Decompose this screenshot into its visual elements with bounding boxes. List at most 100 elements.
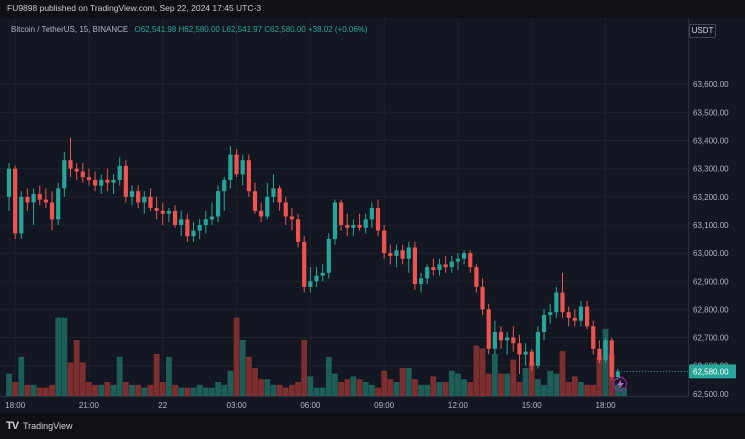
volume-bar	[510, 359, 517, 396]
volume-bar	[98, 384, 105, 396]
candle-down	[86, 177, 92, 180]
candle-up	[332, 202, 338, 240]
volume-bar	[332, 373, 338, 396]
price-tick-label: 63,300.00	[693, 165, 729, 174]
candle-down	[357, 224, 362, 228]
candle-down	[123, 165, 128, 197]
volume-bar	[73, 340, 80, 396]
volume-bars	[6, 317, 627, 396]
volume-bar	[436, 382, 443, 396]
volume-bar	[166, 356, 172, 396]
time-tick-label: 21:00	[79, 401, 100, 410]
candle-down	[295, 219, 301, 242]
candle-up	[320, 272, 325, 276]
price-tick-label: 63,200.00	[693, 193, 729, 202]
candle-up	[191, 230, 196, 237]
candle-down	[480, 286, 485, 310]
volume-bar	[209, 387, 215, 396]
volume-bar	[578, 382, 584, 396]
volume-bar	[584, 384, 590, 396]
volume-bar	[313, 387, 320, 396]
candle-up	[117, 165, 122, 180]
volume-bar	[227, 370, 234, 396]
price-tick-label: 63,000.00	[693, 249, 729, 258]
time-tick-label: 06:00	[300, 401, 321, 410]
candle-up	[554, 292, 559, 313]
candle-down	[412, 247, 417, 285]
time-tick-label: 18:00	[596, 401, 617, 410]
candle-down	[431, 267, 436, 270]
volume-bar	[393, 382, 400, 396]
volume-bar	[12, 382, 19, 396]
price-tick-label: 63,500.00	[693, 108, 729, 117]
candle-up	[203, 219, 208, 225]
volume-bar	[590, 384, 597, 396]
volume-bar	[362, 382, 369, 396]
candle-down	[486, 309, 491, 349]
candle-down	[172, 210, 178, 225]
volume-bar	[461, 379, 467, 396]
volume-bar	[36, 387, 43, 396]
volume-bar	[424, 384, 431, 396]
candle-down	[468, 253, 473, 268]
candle-down	[283, 202, 288, 217]
candle-up	[615, 371, 620, 377]
volume-bar	[535, 379, 541, 396]
candle-up	[394, 250, 399, 256]
price-tick-label: 63,600.00	[693, 80, 729, 89]
volume-bar	[368, 384, 375, 396]
candle-up	[6, 168, 12, 197]
volume-bar	[412, 379, 418, 396]
footer-bar: TV TradingView	[0, 413, 745, 439]
candle-up	[308, 281, 313, 287]
volume-bar	[141, 387, 148, 396]
candle-down	[529, 351, 534, 366]
price-tick-label: 62,500.00	[693, 390, 729, 399]
candle-up	[369, 208, 374, 220]
volume-bar	[442, 382, 449, 396]
volume-bar	[516, 382, 523, 396]
candle-down	[597, 348, 602, 361]
time-tick-label: 22	[158, 401, 167, 410]
candle-down	[234, 154, 239, 175]
price-tick-label: 63,100.00	[693, 221, 729, 230]
volume-bar	[122, 382, 129, 396]
price-axis: 62,500.0062,600.0062,700.0062,800.0062,9…	[620, 80, 736, 399]
volume-bar	[282, 387, 289, 396]
volume-bar	[455, 373, 461, 396]
time-tick-label: 03:00	[227, 401, 248, 410]
current-price-label: 62,580.00	[693, 367, 729, 376]
lightning-icon[interactable]	[613, 377, 627, 391]
volume-bar	[405, 368, 412, 396]
brand-name[interactable]: TradingView	[23, 421, 73, 431]
candle-down	[43, 199, 48, 203]
volume-bar	[159, 382, 166, 396]
currency-button[interactable]: USDT	[689, 24, 716, 38]
volume-bar	[307, 376, 314, 396]
candles	[6, 137, 620, 380]
volume-bar	[239, 340, 246, 396]
candle-up	[462, 253, 467, 259]
tradingview-logo-icon[interactable]: TV	[6, 420, 19, 432]
candle-up	[62, 160, 67, 189]
volume-bar	[621, 387, 627, 396]
volume-bar	[6, 373, 12, 396]
volume-bar	[86, 382, 92, 396]
candle-up	[541, 315, 547, 332]
volume-bar	[221, 384, 228, 396]
candle-up	[271, 188, 276, 197]
candle-down	[566, 312, 571, 318]
candle-down	[259, 210, 264, 217]
candle-down	[93, 179, 98, 186]
candle-down	[591, 326, 596, 349]
candle-down	[302, 241, 307, 287]
symbol-label[interactable]: Bitcoin / TetherUS, 15, BINANCE	[11, 25, 129, 34]
publisher-line: FU9898 published on TradingView.com, Sep…	[7, 3, 262, 13]
candle-down	[148, 196, 153, 209]
volume-bar	[504, 373, 511, 396]
volume-bar	[381, 370, 388, 396]
candle-up	[449, 261, 454, 268]
candle-up	[142, 196, 147, 203]
